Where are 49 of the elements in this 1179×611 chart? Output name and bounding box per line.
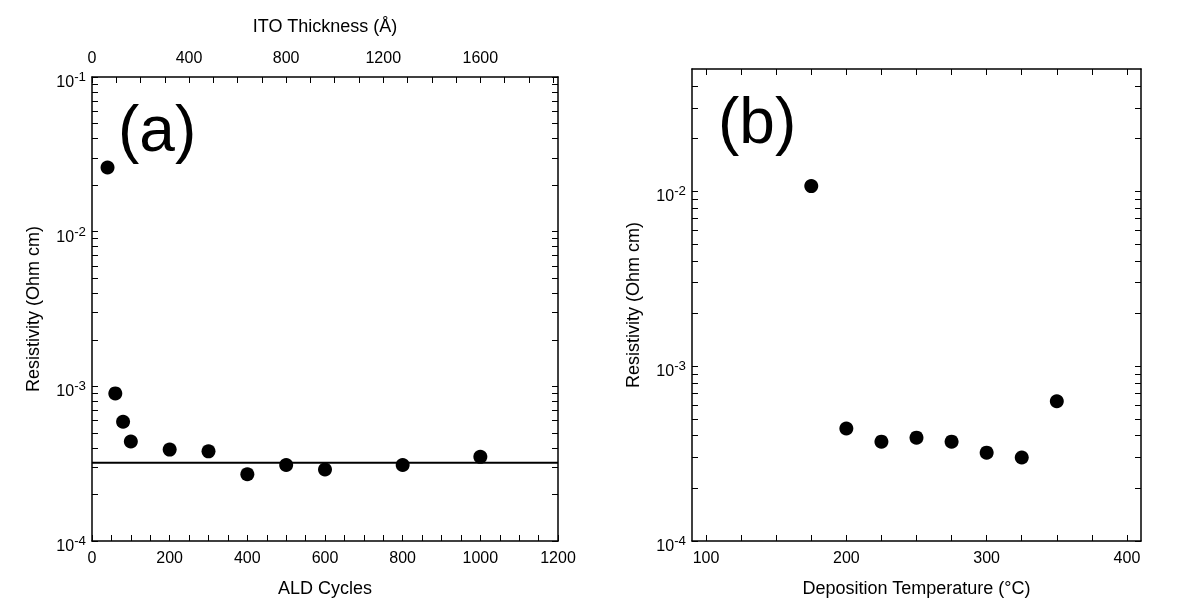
x-tick-label: 400 <box>232 548 262 568</box>
y-tick-label: 10$^{-2}$ <box>656 182 686 205</box>
point <box>395 458 410 472</box>
point <box>162 442 177 457</box>
y-tick-label: 10$^{-1}$ <box>56 68 86 91</box>
point <box>240 467 255 482</box>
x-tick-label: 600 <box>310 548 340 568</box>
point <box>279 458 294 472</box>
y-axis-title: Resistivity (Ohm cm) <box>623 222 643 388</box>
y-tick-label: 10$^{-2}$ <box>56 222 86 245</box>
x2-tick-label: 800 <box>271 48 301 68</box>
x-tick-label: 1200 <box>539 548 577 568</box>
point <box>116 414 131 429</box>
point <box>909 430 924 445</box>
x-tick-label: 0 <box>87 549 97 566</box>
x-tick-label: 200 <box>832 548 861 568</box>
x-axis-title: Deposition Temperature (°C) <box>802 578 1031 598</box>
x-tick-label: 800 <box>388 548 417 568</box>
point <box>318 462 332 477</box>
point <box>944 434 959 449</box>
y-tick-label: 10$^{-4}$ <box>656 532 686 555</box>
point <box>123 434 138 449</box>
point <box>473 449 488 464</box>
x-tick-label: 100 <box>692 549 720 566</box>
x-tick-label: 300 <box>972 548 1001 568</box>
point <box>874 434 889 449</box>
y-tick-label: 10$^{-3}$ <box>656 357 686 380</box>
point <box>979 445 994 460</box>
x2-tick-label: 1200 <box>364 48 403 68</box>
annotation: (a) <box>118 93 197 165</box>
x2-tick-label: 1600 <box>461 48 500 68</box>
x-axis-title: ALD Cycles <box>277 578 373 598</box>
y-tick-label: 10$^{-3}$ <box>56 377 86 400</box>
y-axis-title: Resistivity (Ohm cm) <box>23 226 43 392</box>
point <box>201 444 216 459</box>
point <box>100 160 115 175</box>
point <box>839 421 854 436</box>
point <box>108 386 123 401</box>
point <box>1014 450 1029 465</box>
x-tick-label: 400 <box>1112 548 1142 568</box>
point <box>804 179 819 194</box>
point <box>1049 394 1064 409</box>
y-tick-label: 10$^{-4}$ <box>56 532 86 555</box>
x2-tick-label: 400 <box>174 48 204 68</box>
annotation: (b) <box>718 85 797 157</box>
x-tick-label: 1000 <box>461 548 500 568</box>
x2-axis-title: ITO Thickness (Å) <box>252 16 398 36</box>
x-tick-label: 200 <box>155 548 184 568</box>
x2-tick-label: 0 <box>86 48 98 68</box>
